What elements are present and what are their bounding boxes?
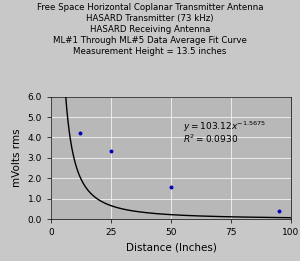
- Text: $y = 103.12x^{-1.5675}$: $y = 103.12x^{-1.5675}$: [183, 120, 266, 134]
- Point: [77, 131, 82, 135]
- X-axis label: Distance (Inches): Distance (Inches): [126, 243, 216, 253]
- Text: Free Space Horizontal Coplanar Transmitter Antenna
HASARD Transmitter (73 kHz)
H: Free Space Horizontal Coplanar Transmitt…: [37, 3, 263, 56]
- Point: [109, 149, 113, 153]
- Point: [169, 185, 173, 189]
- Point: [277, 209, 281, 213]
- Text: $R^2 = 0.0930$: $R^2 = 0.0930$: [183, 133, 238, 145]
- Y-axis label: mVolts rms: mVolts rms: [12, 129, 22, 187]
